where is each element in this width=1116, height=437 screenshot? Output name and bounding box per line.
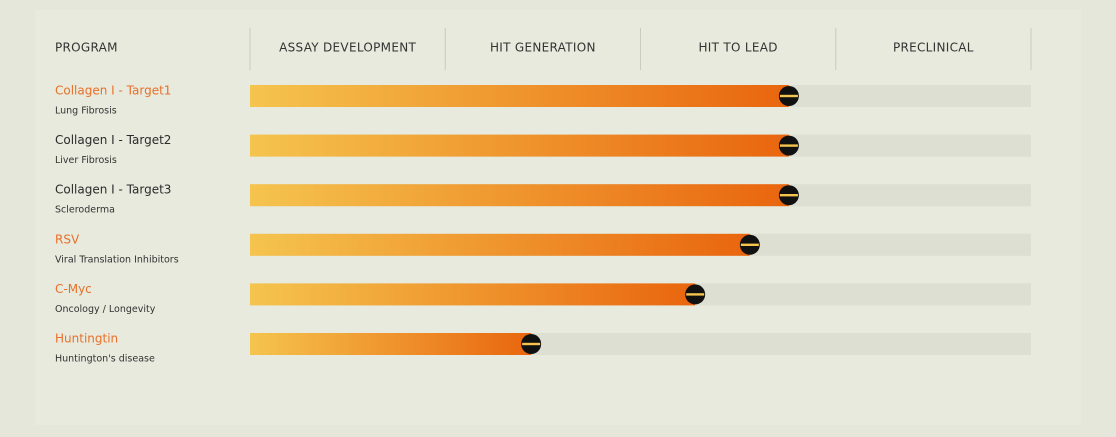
- program-name: RSV: [55, 232, 80, 246]
- bar: [250, 134, 789, 157]
- bar: [250, 333, 532, 355]
- stage-label: HIT GENERATION: [490, 41, 596, 55]
- program-subtitle: Scleroderma: [55, 205, 115, 216]
- dot-stripe: [779, 144, 798, 147]
- program-subtitle: Oncology / Longevity: [55, 304, 156, 315]
- stage-label: HIT TO LEAD: [698, 41, 777, 55]
- stage-label: ASSAY DEVELOPMENT: [279, 41, 416, 55]
- program-name: Collagen I - Target1: [55, 84, 171, 98]
- program-subtitle: Lung Fibrosis: [55, 106, 117, 117]
- bar: [250, 85, 789, 107]
- stage-label: PRECLINICAL: [893, 41, 974, 55]
- program-name: C-Myc: [55, 282, 92, 296]
- panel: [35, 10, 1081, 425]
- dot-stripe: [740, 243, 759, 246]
- program-name: Collagen I - Target3: [55, 183, 171, 197]
- header: PROGRAM: [55, 41, 118, 55]
- bar: [250, 184, 789, 207]
- dot-stripe: [779, 194, 798, 197]
- program-name: Collagen I - Target2: [55, 133, 171, 147]
- dot-stripe: [522, 342, 541, 346]
- program-subtitle: Huntington's disease: [55, 354, 155, 365]
- program-subtitle: Viral Translation Inhibitors: [55, 254, 179, 265]
- bar: [250, 233, 750, 256]
- dot-stripe: [686, 293, 705, 296]
- program-subtitle: Liver Fibrosis: [55, 155, 117, 166]
- dot-stripe: [779, 94, 798, 98]
- program-name: Huntingtin: [55, 332, 118, 346]
- bar: [250, 283, 696, 306]
